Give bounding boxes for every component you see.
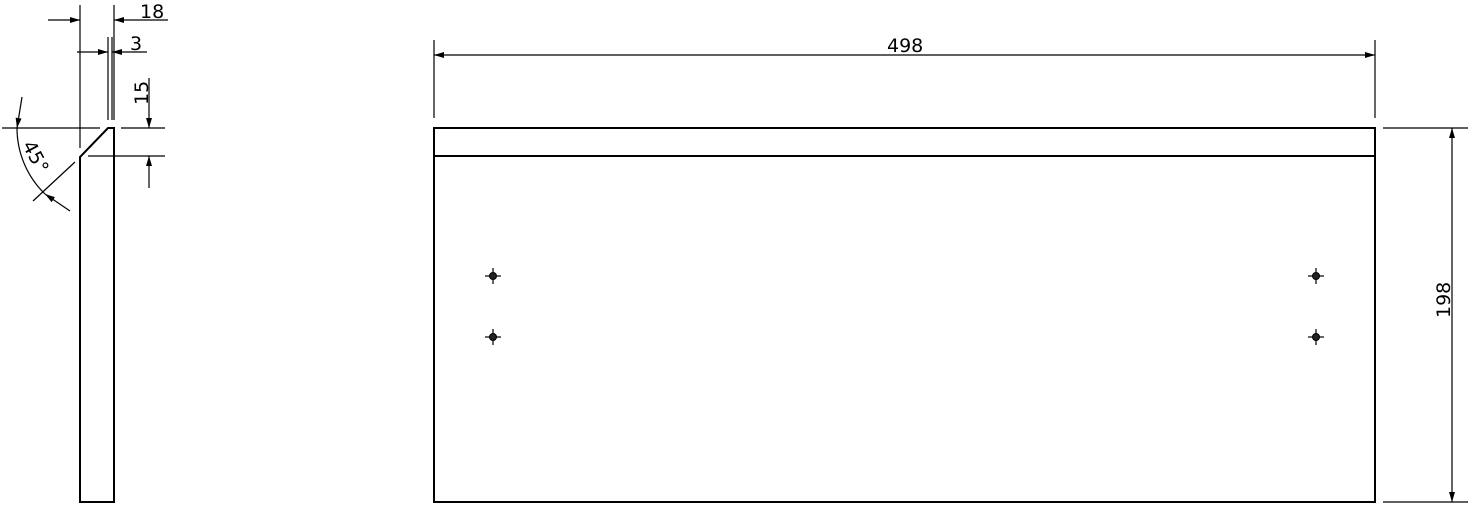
dimension-lip: 3 xyxy=(77,33,147,120)
dim-width-label: 498 xyxy=(887,35,923,57)
dim-height-label: 198 xyxy=(1433,282,1455,318)
holes xyxy=(485,268,1324,345)
front-panel-outline xyxy=(433,127,1376,503)
dimension-height: 198 xyxy=(1383,127,1468,503)
dim-angle-label: 45° xyxy=(18,137,53,177)
dimension-thickness: 18 xyxy=(48,1,168,148)
dim-lip-label: 3 xyxy=(130,33,142,55)
hole-marker xyxy=(485,268,501,284)
dimension-angle: 45° xyxy=(2,96,100,212)
dimension-width: 498 xyxy=(433,35,1376,118)
hole-marker xyxy=(1308,329,1324,345)
hole-marker xyxy=(1308,268,1324,284)
front-view: 498 198 xyxy=(433,35,1468,503)
dimension-chamfer-height: 15 xyxy=(88,78,165,188)
dim-chamfer-height-label: 15 xyxy=(131,81,153,105)
side-view: 18 3 15 45° xyxy=(2,1,168,503)
dim-thickness-label: 18 xyxy=(140,1,164,23)
side-profile-outline xyxy=(79,127,115,503)
hole-marker xyxy=(485,329,501,345)
